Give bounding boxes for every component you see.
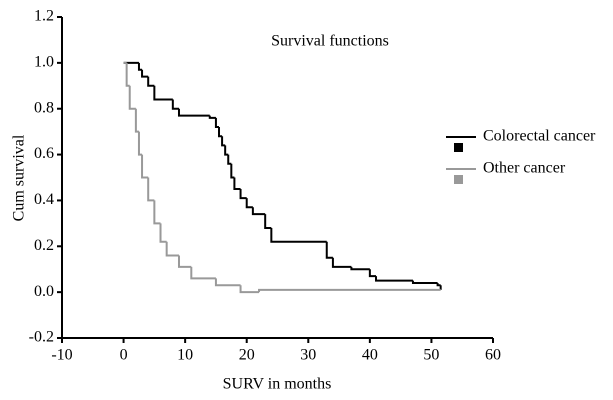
survival-step <box>218 127 223 138</box>
x-tick-label: 50 <box>423 347 439 364</box>
survival-step <box>190 266 216 280</box>
survival-step <box>258 288 441 293</box>
y-tick-label: 0.2 <box>34 237 54 254</box>
survival-step <box>224 145 229 156</box>
x-tick-label: 60 <box>485 347 501 364</box>
survival-step <box>221 136 226 147</box>
survival-step <box>264 214 272 229</box>
x-axis-label: SURV in months <box>223 376 332 393</box>
survival-step <box>153 200 161 225</box>
survival-step <box>153 85 173 101</box>
survival-step <box>350 266 370 271</box>
survival-step <box>141 154 149 179</box>
survival-step <box>245 198 253 209</box>
survival-step <box>177 108 210 117</box>
survival-step <box>137 62 143 71</box>
x-tick-label: 40 <box>362 347 378 364</box>
survival-step <box>251 207 266 216</box>
x-tick-label: 0 <box>120 347 128 364</box>
survival-step <box>171 99 179 110</box>
survival-step <box>233 177 241 190</box>
survival-step <box>368 269 377 278</box>
survival-step <box>436 282 441 287</box>
y-tick-label: 0.4 <box>34 191 54 208</box>
survival-step <box>331 257 352 268</box>
survival-step <box>214 117 220 129</box>
survival-step <box>177 255 192 268</box>
x-tick-label: -10 <box>51 347 72 364</box>
chart-title: Survival functions <box>271 33 389 50</box>
x-tick-label: 30 <box>300 347 316 364</box>
survival-step <box>128 85 136 110</box>
survival-step <box>147 177 155 202</box>
survival-step <box>208 115 216 119</box>
legend-label: Colorectal cancer <box>483 128 596 145</box>
y-axis-label: Cum survival <box>11 134 28 221</box>
survival-step <box>125 62 130 87</box>
survival-step <box>325 241 333 259</box>
survival-step <box>375 276 413 282</box>
x-tick-label: 20 <box>239 347 255 364</box>
survival-step <box>270 227 327 243</box>
legend-swatch <box>454 143 463 152</box>
survival-step <box>159 223 167 243</box>
survival-step <box>230 163 235 179</box>
survival-step <box>137 131 143 156</box>
legend-swatch <box>454 175 463 184</box>
survival-step <box>134 108 139 133</box>
survival-step <box>227 154 232 165</box>
y-tick-label: 1.2 <box>34 8 54 25</box>
survival-step <box>147 76 155 87</box>
survival-step <box>239 188 247 200</box>
y-tick-label: 0.0 <box>34 283 54 300</box>
survival-step <box>141 69 149 78</box>
y-tick-label: 0.6 <box>34 145 54 162</box>
y-tick-label: 1.0 <box>34 54 54 71</box>
survival-step <box>239 285 260 294</box>
survival-step <box>214 278 241 287</box>
legend-label: Other cancer <box>483 160 566 177</box>
x-tick-label: 10 <box>177 347 193 364</box>
survival-step <box>165 241 179 257</box>
y-tick-label: -0.2 <box>29 329 54 346</box>
y-tick-label: 0.8 <box>34 99 54 116</box>
survival-step <box>411 280 438 284</box>
